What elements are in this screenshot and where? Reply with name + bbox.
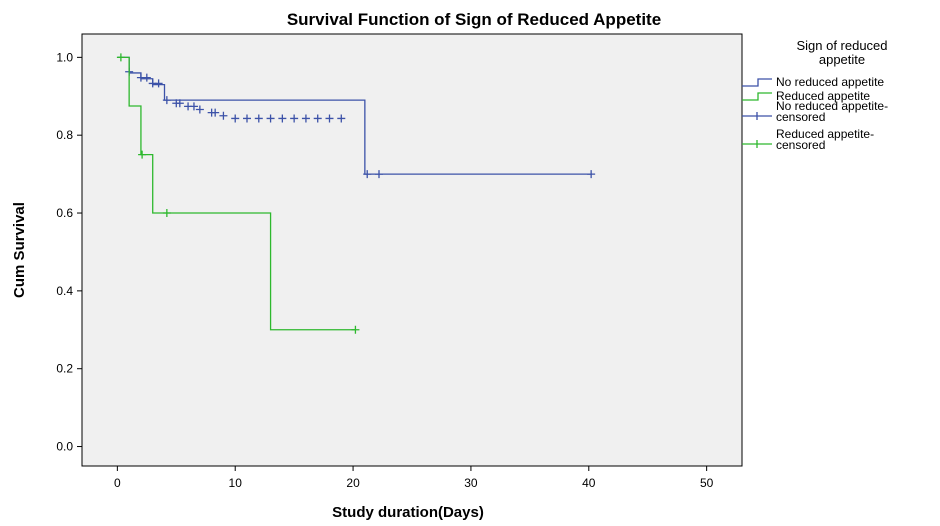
y-tick-label: 1.0 <box>56 50 73 64</box>
censor-mark <box>266 114 275 123</box>
censor-mark <box>142 73 151 82</box>
legend-label: censored <box>776 138 825 152</box>
legend-label: Reduced appetite- <box>776 127 874 141</box>
censor-mark <box>325 114 334 123</box>
plot-area <box>81 33 743 467</box>
censor-mark <box>211 108 220 117</box>
y-axis: 0.0 0.2 0.4 0.6 0.8 1.0 <box>56 50 82 454</box>
censor-mark <box>175 99 184 108</box>
x-tick-label: 20 <box>346 476 360 490</box>
y-tick-label: 0.6 <box>56 206 73 220</box>
censor-mark <box>138 150 147 159</box>
y-tick-label: 0.8 <box>56 128 73 142</box>
chart-title: Survival Function of Sign of Reduced App… <box>287 10 661 29</box>
censor-mark <box>254 114 263 123</box>
legend-label: No reduced appetite <box>776 75 884 89</box>
censor-mark <box>313 114 322 123</box>
censor-mark <box>243 114 251 123</box>
legend-title: Sign of reduced <box>796 38 887 53</box>
censor-mark <box>290 114 299 123</box>
x-tick-label: 30 <box>464 476 478 490</box>
legend-title: appetite <box>819 52 865 67</box>
censor-mark <box>363 170 372 179</box>
y-tick-label: 0.0 <box>56 440 73 454</box>
x-tick-label: 50 <box>700 476 714 490</box>
censor-mark <box>219 111 228 120</box>
x-tick-label: 40 <box>582 476 596 490</box>
legend-swatch <box>742 92 772 101</box>
censor-mark <box>375 170 383 179</box>
legend-label: Reduced appetite <box>776 89 870 103</box>
series-line-1 <box>117 56 356 331</box>
y-axis-label: Cum Survival <box>11 202 28 298</box>
censor-mark <box>162 209 171 218</box>
censor-mark <box>154 79 163 88</box>
censor-mark <box>231 114 240 123</box>
x-axis: 0 10 20 30 40 50 <box>114 466 714 490</box>
legend-swatch <box>742 78 772 87</box>
censor-mark <box>189 102 198 111</box>
x-tick-label: 10 <box>229 476 243 490</box>
censor-mark <box>195 105 204 114</box>
y-tick-label: 0.2 <box>56 362 73 376</box>
x-axis-label: Study duration(Days) <box>332 504 484 521</box>
censor-mark <box>587 170 596 179</box>
legend-label: No reduced appetite- <box>776 99 888 113</box>
censor-mark <box>301 114 310 123</box>
censor-mark <box>116 53 125 62</box>
censor-mark <box>337 114 346 123</box>
y-tick-label: 0.4 <box>56 284 73 298</box>
legend-label: censored <box>776 110 825 124</box>
x-tick-label: 0 <box>114 476 121 490</box>
series-layer <box>116 53 596 334</box>
censor-mark <box>278 114 287 123</box>
censor-mark <box>162 96 171 105</box>
censor-mark <box>351 325 360 334</box>
